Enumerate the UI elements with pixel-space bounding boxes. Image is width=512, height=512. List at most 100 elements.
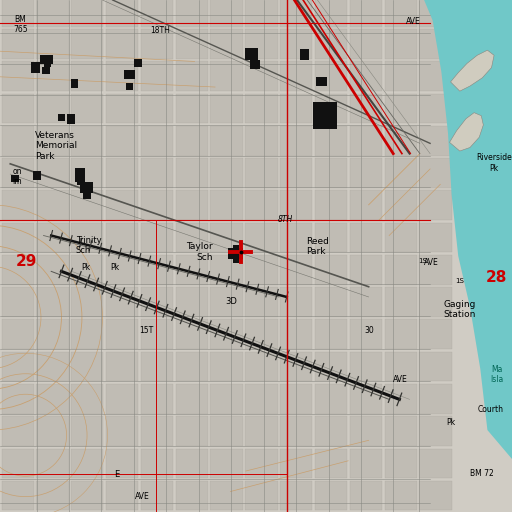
Bar	[75, 168, 85, 182]
Bar	[176, 287, 208, 317]
Bar	[176, 0, 208, 27]
Bar	[245, 126, 278, 156]
Bar	[71, 481, 103, 510]
Bar	[126, 83, 133, 90]
Bar	[245, 319, 278, 349]
Bar	[315, 223, 347, 252]
Bar	[385, 449, 417, 478]
Bar	[245, 0, 278, 27]
Bar	[36, 352, 69, 381]
Bar	[250, 60, 260, 69]
Bar	[36, 190, 69, 220]
Text: Gaging
Station: Gaging Station	[443, 300, 476, 319]
Bar	[176, 94, 208, 123]
Bar	[106, 158, 138, 188]
Bar	[80, 182, 93, 193]
Bar	[141, 384, 173, 414]
Bar	[2, 287, 34, 317]
Bar	[71, 0, 103, 27]
Bar	[385, 158, 417, 188]
Bar	[280, 287, 312, 317]
Bar	[2, 158, 34, 188]
Bar	[385, 223, 417, 252]
Bar	[141, 61, 173, 91]
Bar	[245, 255, 278, 285]
Bar	[106, 319, 138, 349]
Bar	[36, 384, 69, 414]
Bar	[2, 94, 34, 123]
Bar	[385, 481, 417, 510]
Bar	[210, 0, 243, 27]
Bar	[419, 0, 452, 27]
Bar	[245, 287, 278, 317]
Text: Pk: Pk	[446, 418, 455, 427]
Bar	[36, 223, 69, 252]
Bar	[419, 255, 452, 285]
Bar	[176, 384, 208, 414]
Text: on
im: on im	[12, 167, 22, 186]
Bar	[315, 0, 347, 27]
Bar	[2, 416, 34, 446]
Bar	[210, 416, 243, 446]
Bar	[36, 158, 69, 188]
Bar	[419, 190, 452, 220]
Bar	[419, 61, 452, 91]
Bar	[176, 481, 208, 510]
Bar	[106, 352, 138, 381]
Bar	[385, 190, 417, 220]
Bar	[385, 0, 417, 27]
Bar	[106, 94, 138, 123]
Text: Trinity
Sch: Trinity Sch	[76, 236, 101, 255]
Text: BM 72: BM 72	[470, 468, 494, 478]
Bar	[245, 158, 278, 188]
Bar	[210, 287, 243, 317]
Bar	[71, 61, 103, 91]
Bar	[350, 255, 382, 285]
Bar	[280, 449, 312, 478]
Bar	[350, 416, 382, 446]
Bar	[315, 190, 347, 220]
Bar	[245, 416, 278, 446]
Bar	[385, 287, 417, 317]
Bar	[141, 287, 173, 317]
Bar	[77, 180, 84, 185]
Bar	[33, 171, 41, 180]
Bar	[313, 102, 337, 129]
Bar	[315, 255, 347, 285]
Bar	[385, 61, 417, 91]
Bar	[315, 158, 347, 188]
Bar	[385, 126, 417, 156]
Bar	[176, 126, 208, 156]
Polygon shape	[451, 50, 494, 91]
Bar	[350, 190, 382, 220]
Bar	[71, 449, 103, 478]
Text: AVE: AVE	[135, 492, 150, 501]
Bar	[280, 29, 312, 59]
Bar	[245, 190, 278, 220]
Bar	[385, 94, 417, 123]
Bar	[350, 481, 382, 510]
Bar	[280, 190, 312, 220]
Bar	[42, 67, 50, 74]
Bar	[350, 223, 382, 252]
Bar	[71, 319, 103, 349]
Bar	[210, 190, 243, 220]
Bar	[419, 94, 452, 123]
Bar	[316, 77, 327, 86]
Bar	[315, 61, 347, 91]
Bar	[141, 29, 173, 59]
Bar	[36, 319, 69, 349]
Text: 3D: 3D	[225, 296, 238, 306]
Bar	[106, 287, 138, 317]
Bar	[71, 223, 103, 252]
Bar	[210, 319, 243, 349]
Bar	[210, 449, 243, 478]
Text: 18TH: 18TH	[150, 26, 169, 35]
Bar	[36, 0, 69, 27]
Bar	[228, 248, 243, 259]
Bar	[141, 319, 173, 349]
Bar	[36, 61, 69, 91]
Bar	[36, 255, 69, 285]
Bar	[245, 29, 278, 59]
Bar	[385, 255, 417, 285]
